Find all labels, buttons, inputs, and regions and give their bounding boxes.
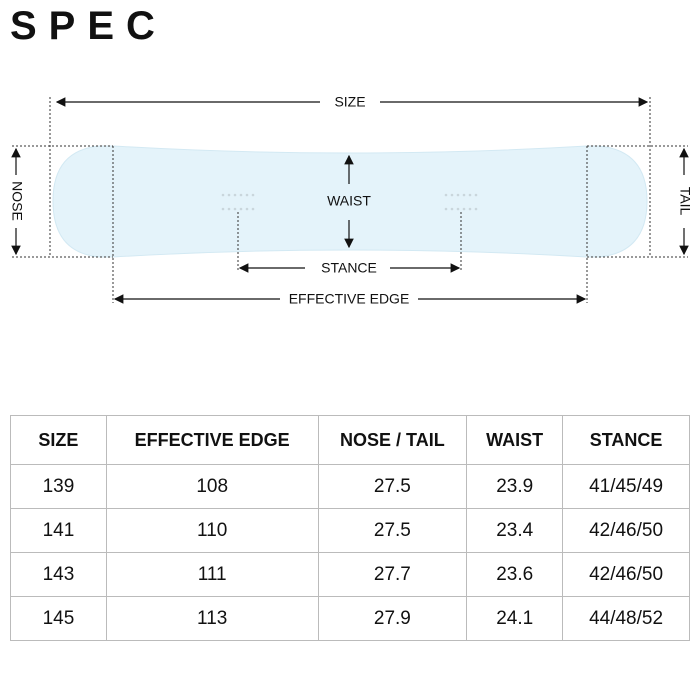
board-diagram: SIZE NOSE TAIL WAIST STANCE EFFECTIVE ED…: [9, 94, 693, 307]
table-cell: 27.7: [317, 552, 468, 597]
table-cell: 143: [10, 552, 107, 597]
table-cell: 44/48/52: [562, 596, 690, 641]
table-row: 145 113 27.9 24.1 44/48/52: [10, 596, 690, 641]
effective-edge-label: EFFECTIVE EDGE: [289, 291, 410, 307]
table-cell: 24.1: [466, 596, 564, 641]
table-cell: 27.5: [317, 508, 468, 553]
waist-label: WAIST: [327, 193, 371, 209]
column-header: EFFECTIVE EDGE: [105, 415, 319, 465]
table-cell: 139: [10, 464, 107, 509]
table-row: 143 111 27.7 23.6 42/46/50: [10, 552, 690, 597]
table-row: 139 108 27.5 23.9 41/45/49: [10, 464, 690, 509]
table-cell: 111: [105, 552, 319, 597]
column-header: WAIST: [466, 415, 564, 465]
table-cell: 113: [105, 596, 319, 641]
table-cell: 108: [105, 464, 319, 509]
nose-label: NOSE: [9, 181, 25, 221]
table-cell: 23.4: [466, 508, 564, 553]
table-cell: 23.9: [466, 464, 564, 509]
column-header: STANCE: [562, 415, 690, 465]
table-cell: 42/46/50: [562, 508, 690, 553]
arrows: [11, 97, 689, 304]
title: SPEC: [10, 4, 167, 48]
table-row: 141 110 27.5 23.4 42/46/50: [10, 508, 690, 553]
guides: [12, 97, 688, 303]
table-cell: 23.6: [466, 552, 564, 597]
header-row: SIZE EFFECTIVE EDGE NOSE / TAIL WAIST STANCE: [10, 415, 690, 465]
tail-label: TAIL: [677, 187, 693, 216]
size-label: SIZE: [334, 94, 365, 110]
insert-dots: [221, 193, 478, 211]
column-header: SIZE: [10, 415, 107, 465]
table-cell: 27.9: [317, 596, 468, 641]
table-cell: 41/45/49: [562, 464, 690, 509]
spec-table: SIZE EFFECTIVE EDGE NOSE / TAIL WAIST STANCE…: [10, 415, 690, 641]
table-cell: 110: [105, 508, 319, 553]
column-header: NOSE / TAIL: [317, 415, 468, 465]
table-cell: 27.5: [317, 464, 468, 509]
table-cell: 145: [10, 596, 107, 641]
stance-label: STANCE: [321, 260, 377, 276]
table-cell: 42/46/50: [562, 552, 690, 597]
table-cell: 141: [10, 508, 107, 553]
table-body: 139 108 27.5 23.9 41/45/49 141 110 27.5 23.4 42/4…: [10, 464, 690, 641]
